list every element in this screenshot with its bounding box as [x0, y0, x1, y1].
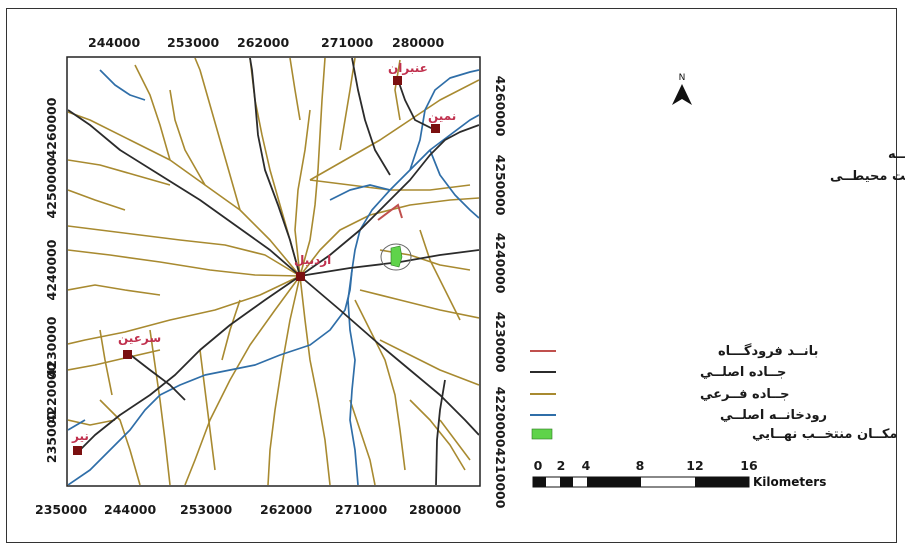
map-title-line1: مکــان منتخــب نهــایی بــر اســاس شبــا… [888, 146, 905, 162]
airport-runway [377, 203, 403, 221]
north-arrow-right-half [682, 84, 692, 105]
legend-swatch-selected-site [531, 428, 553, 440]
city-marker-nir [73, 446, 82, 455]
city-marker-anbaran [393, 76, 402, 85]
bottom-coord-5: 271000 [335, 502, 387, 517]
top-coord-3: 262000 [237, 35, 289, 50]
top-coord-4: 271000 [321, 35, 373, 50]
scale-tick-0: 0 [534, 458, 543, 473]
selected-site-outline [380, 243, 412, 271]
right-coord-6: 4210000 [493, 448, 508, 509]
scale-tick-12: 12 [686, 458, 703, 473]
top-coord-5: 280000 [392, 35, 444, 50]
right-coord-2: 4250000 [493, 155, 508, 216]
right-coord-5: 4220000 [493, 387, 508, 448]
map-panel [66, 56, 481, 487]
legend-label-secondary-road: جــاده فــرعي [700, 387, 790, 402]
rivers [68, 69, 479, 485]
bottom-coord-1: 235000 [35, 502, 87, 517]
city-marker-ardabil [296, 272, 305, 281]
right-coord-4: 4230000 [493, 312, 508, 373]
map-frame [6, 8, 897, 543]
main-roads [68, 58, 479, 485]
city-label-anbaran: عنبران [388, 61, 428, 75]
scale-unit: Kilometers [753, 475, 826, 489]
north-label: N [679, 73, 686, 83]
scale-tick-8: 8 [636, 458, 645, 473]
bottom-coord-6: 280000 [409, 502, 461, 517]
top-coord-1: 244000 [88, 35, 140, 50]
right-coord-3: 4240000 [493, 233, 508, 294]
city-label-ardabil: اردبیل [294, 253, 331, 267]
secondary-roads [68, 58, 479, 485]
legend-label-main-road: جــاده اصلــي [700, 365, 786, 380]
scale-tick-16: 16 [740, 458, 758, 473]
city-label-nir: نیر [71, 429, 89, 443]
city-label-sarein: سرعین [118, 331, 161, 345]
left-coord-1: 4260000 [44, 97, 59, 158]
scale-tick-4: 4 [582, 458, 591, 473]
city-marker-sarein [123, 350, 132, 359]
left-coord-5: 4220000 [44, 362, 59, 423]
map-title-line2: ایــده آل و ارزیـــابی اثــرات زیســت مح… [830, 167, 905, 184]
legend-label-selected-site: مکــان منتخــب نهــايي [752, 427, 897, 442]
selected-site [390, 245, 403, 268]
bottom-coord-3: 253000 [180, 502, 232, 517]
legend-label-runway: بانــد فرودگـــاه [718, 343, 818, 359]
city-label-namin: نمین [428, 109, 456, 123]
north-arrow-left-half [672, 84, 682, 105]
bottom-coord-4: 262000 [260, 502, 312, 517]
scale-bar: 0 2 4 8 12 16 Kilometers [532, 458, 826, 489]
north-arrow: N [672, 73, 692, 105]
left-coord-6: 235000 [44, 411, 59, 463]
city-marker-namin [431, 124, 440, 133]
right-coord-1: 4260000 [493, 76, 508, 137]
legend: بانــد فرودگـــاه جــاده اصلــي جــاده ف… [530, 343, 897, 442]
left-coord-4: 4230000 [44, 316, 59, 377]
top-coord-2: 253000 [167, 35, 219, 50]
scale-tick-2: 2 [557, 458, 566, 473]
legend-label-river: رودخانــه اصلــي [720, 408, 827, 423]
left-coord-2: 4250000 [44, 157, 59, 218]
left-coord-3: 4240000 [44, 239, 59, 300]
bottom-coord-2: 244000 [104, 502, 156, 517]
